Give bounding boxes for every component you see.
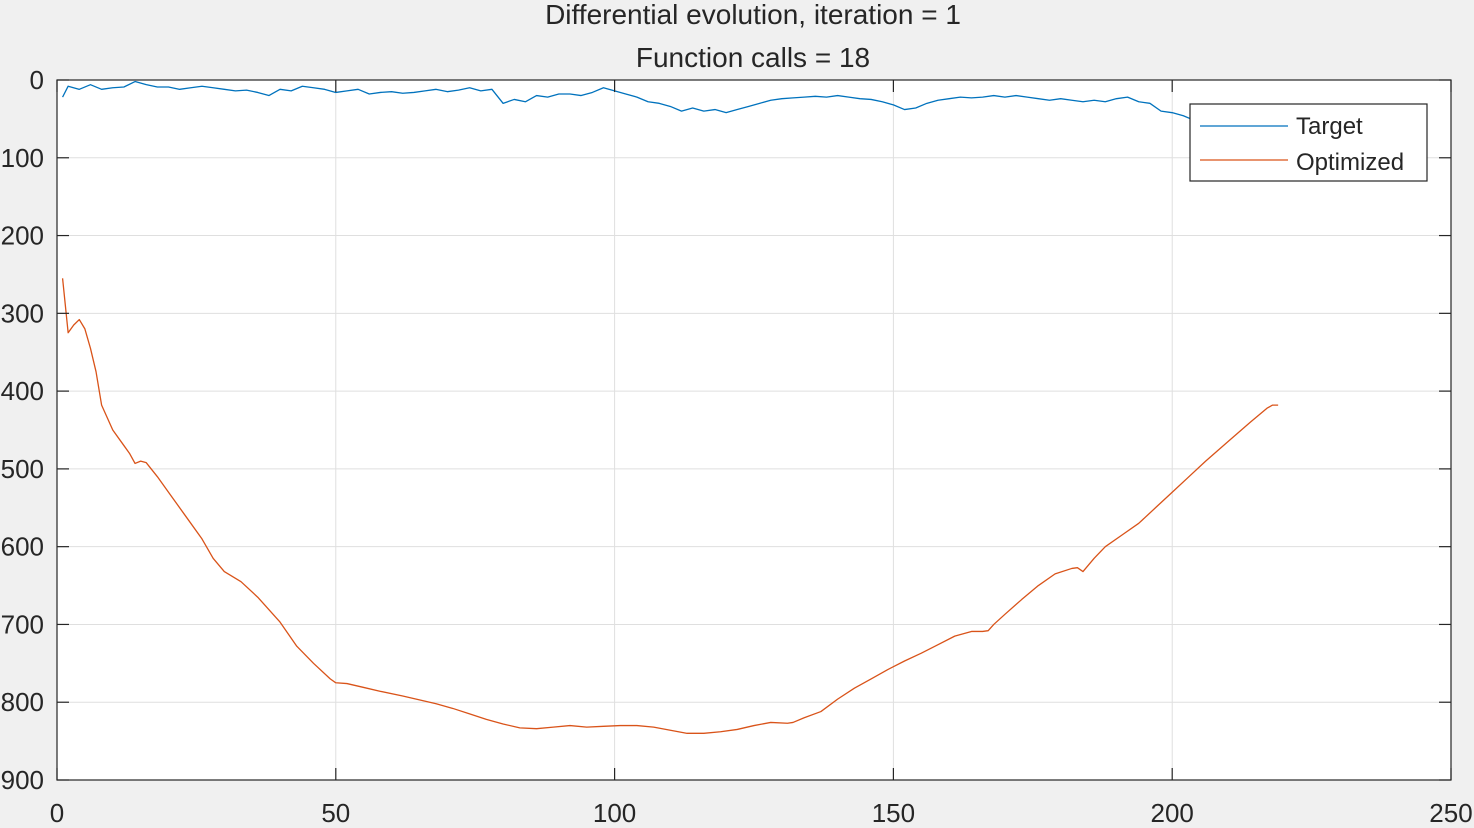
x-tick-label: 100	[593, 798, 636, 828]
series-line-target	[62, 80, 1206, 125]
y-tick-label: 900	[1, 765, 44, 795]
x-tick-label: 150	[872, 798, 915, 828]
plot-content	[61, 80, 1279, 734]
y-tick-label: 0	[30, 65, 44, 95]
y-tick-label: 300	[1, 298, 44, 328]
axes-box	[56, 79, 1452, 781]
plot-area	[57, 80, 1451, 780]
y-tick-label: 500	[1, 454, 44, 484]
chart-subtitle: Function calls = 18	[636, 42, 870, 73]
legend-label-target: Target	[1296, 113, 1363, 140]
legend: Target Optimized	[1189, 103, 1428, 182]
y-tick-label: 700	[1, 609, 44, 639]
legend-box	[1189, 103, 1428, 182]
y-tick-label: 200	[1, 221, 44, 251]
y-tick-label: 600	[1, 532, 44, 562]
grid	[57, 80, 1451, 780]
x-tick-label: 50	[321, 798, 350, 828]
axis-ticks: 0 50 100 150 200 250 0 100 200 300 400 500 600 700 800…	[1, 65, 1473, 828]
x-tick-label: 250	[1429, 798, 1472, 828]
y-tick-label: 400	[1, 376, 44, 406]
chart-title: Differential evolution, iteration = 1	[545, 0, 961, 30]
series-lines	[61, 80, 1279, 734]
y-tick-label: 800	[1, 687, 44, 717]
legend-label-optimized: Optimized	[1296, 149, 1404, 176]
x-tick-label: 0	[50, 798, 64, 828]
series-line-optimized	[61, 278, 1279, 734]
x-tick-label: 200	[1151, 798, 1194, 828]
y-tick-label: 100	[1, 143, 44, 173]
